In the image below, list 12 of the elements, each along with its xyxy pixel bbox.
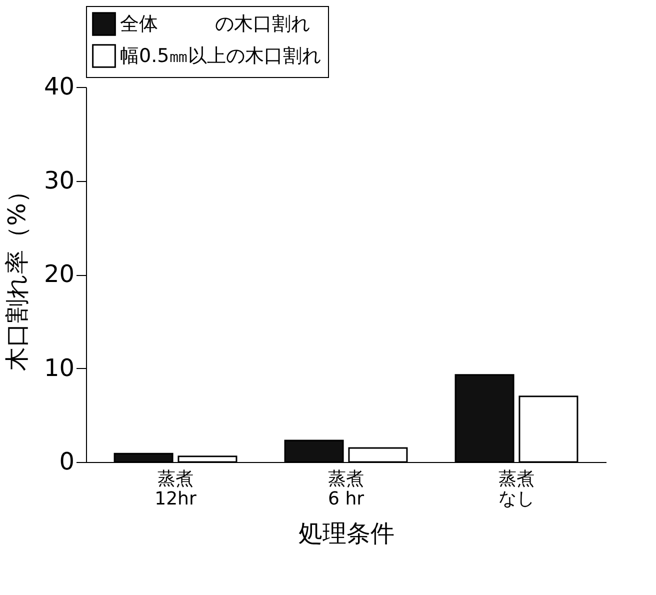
x-axis-title: 処理条件	[298, 520, 394, 548]
y-tick-label: 40	[44, 72, 74, 100]
y-axis-title: 木口割れ率（%）	[2, 179, 31, 371]
y-tick-label: 10	[44, 354, 74, 382]
y-tick-label: 30	[44, 166, 74, 194]
x-tick-label: 蒸煮 12hr	[154, 468, 197, 510]
y-tick-label: 0	[59, 448, 74, 476]
x-tick-label: 蒸煮なし	[498, 468, 534, 510]
legend-label: 幅0.5㎜以上の木口割れ	[120, 45, 322, 67]
x-tick-label: 蒸煮 6 hr	[328, 468, 365, 510]
legend-label: 全体 の木口割れ	[120, 13, 310, 35]
y-tick-label: 20	[44, 260, 74, 288]
